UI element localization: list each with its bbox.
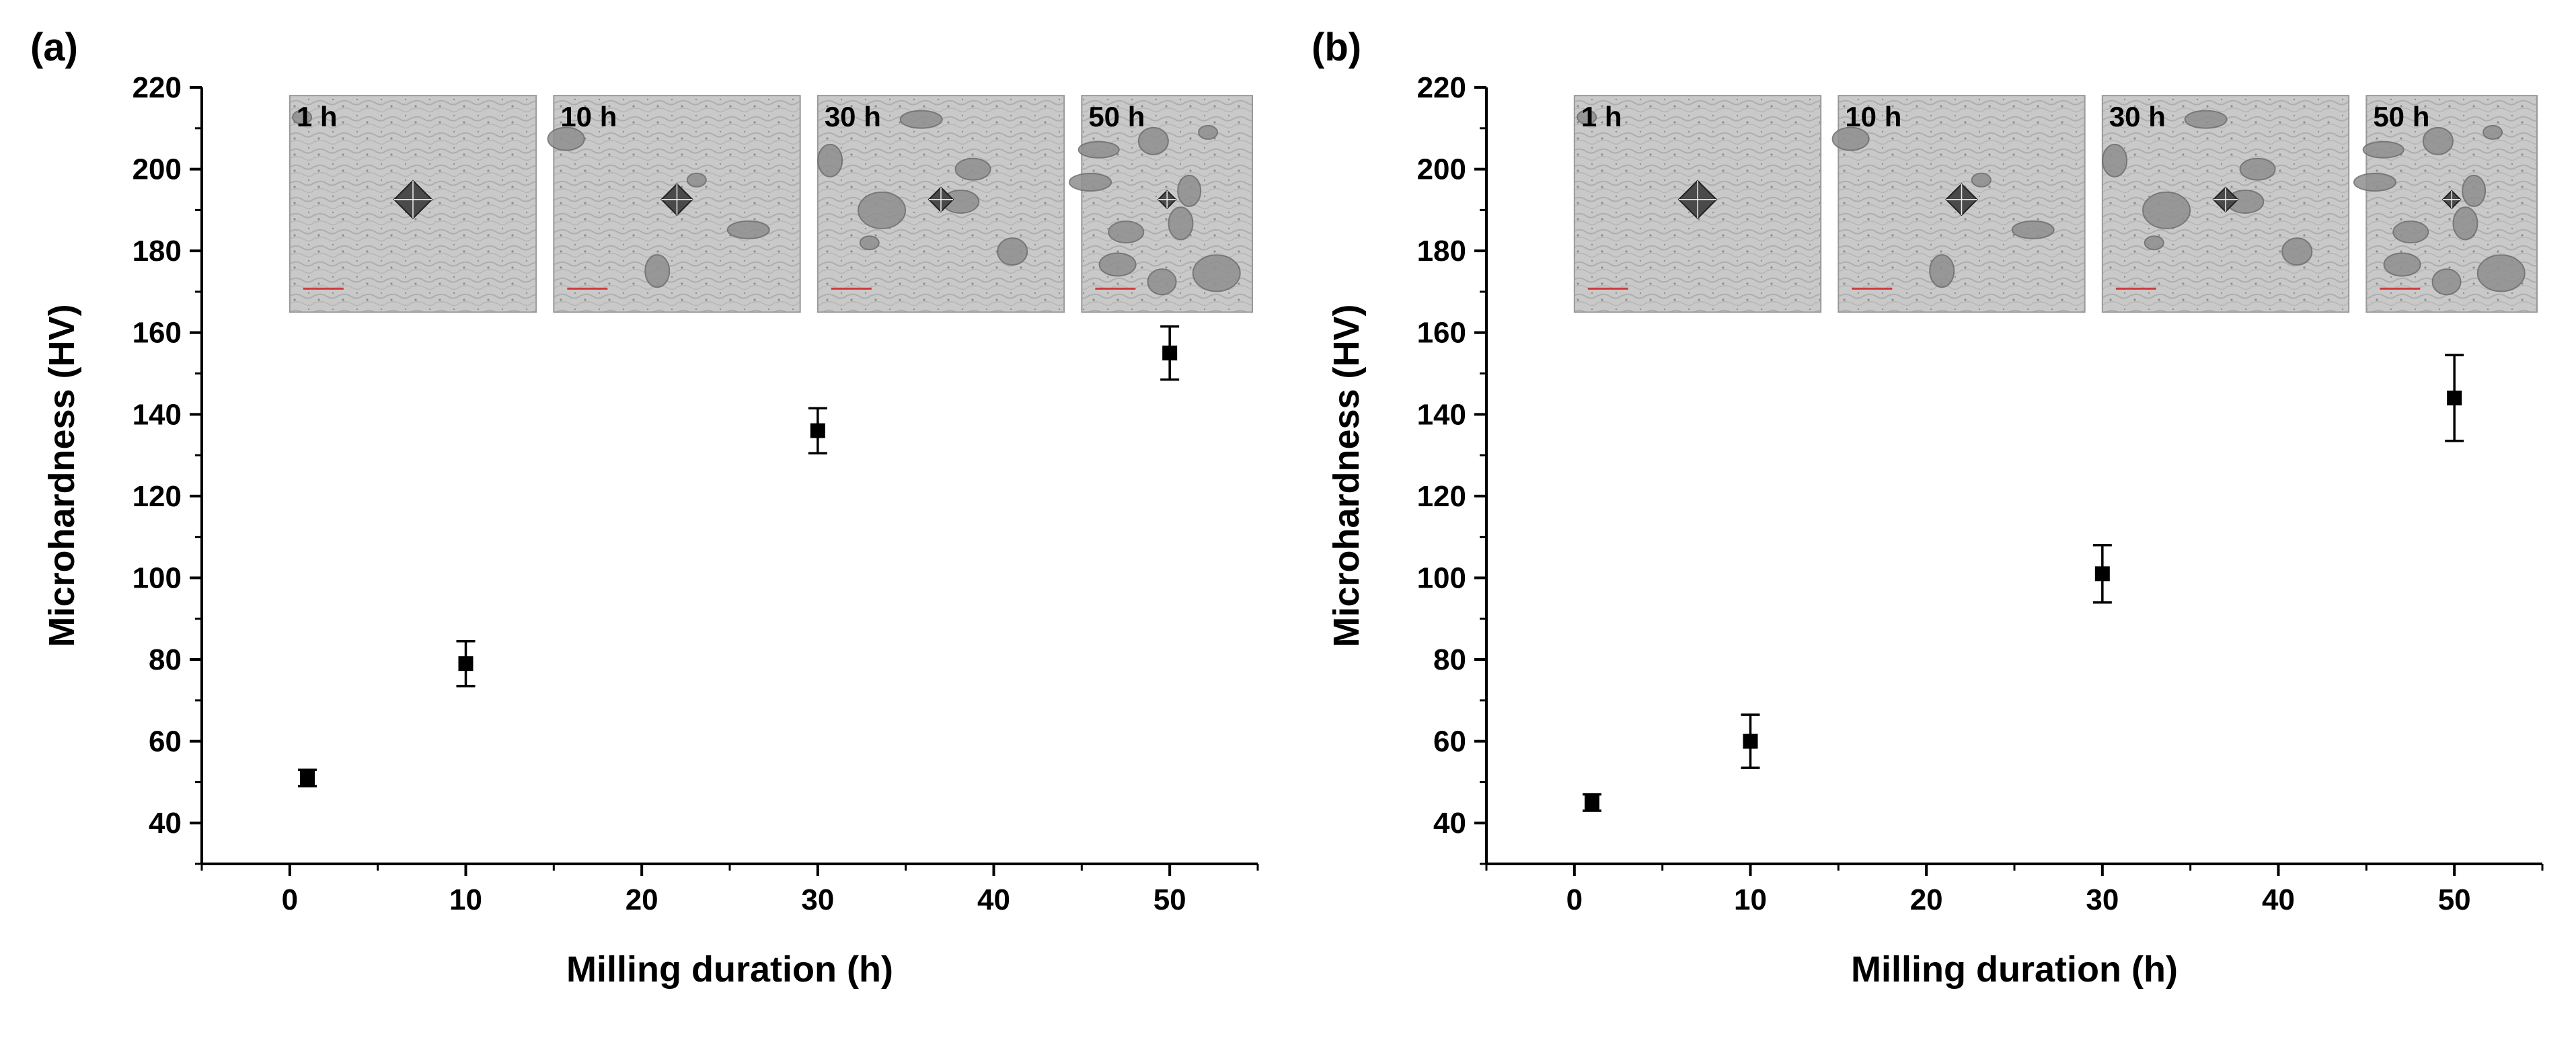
data-point — [810, 423, 825, 438]
inset-grain — [2422, 126, 2454, 155]
x-tick-label: 0 — [282, 883, 298, 916]
y-tick-label: 80 — [149, 643, 182, 676]
y-tick-label: 120 — [132, 480, 182, 513]
y-tick-label: 140 — [132, 398, 182, 431]
y-tick-label: 160 — [132, 317, 182, 350]
y-tick-label: 100 — [132, 561, 182, 594]
y-tick-label: 60 — [1433, 725, 1466, 758]
y-tick-label: 120 — [1417, 480, 1466, 513]
inset-grain — [2102, 143, 2128, 177]
inset-grain — [2184, 110, 2228, 129]
y-tick-label: 40 — [1433, 807, 1466, 840]
inset-grain — [1137, 126, 1169, 155]
inset-grain — [1147, 268, 1177, 296]
y-tick-label: 160 — [1417, 317, 1466, 350]
y-tick-label: 180 — [132, 235, 182, 268]
inset-grain — [2452, 206, 2478, 241]
inset-grain — [686, 172, 707, 188]
y-tick-label: 200 — [1417, 153, 1466, 186]
inset-label: 30 h — [825, 101, 881, 132]
y-tick-label: 200 — [132, 153, 182, 186]
inset-grain — [292, 110, 313, 125]
inset-grain — [1577, 110, 1597, 125]
y-tick-label: 220 — [1417, 71, 1466, 104]
inset-grain — [1108, 221, 1145, 244]
inset-grain — [2483, 124, 2503, 140]
inset-grain — [858, 191, 907, 229]
inset-grain — [2142, 191, 2191, 229]
inset-label: 50 h — [2373, 101, 2429, 132]
inset-grain — [1077, 141, 1120, 159]
y-tick-label: 40 — [149, 807, 182, 840]
inset-label: 10 h — [560, 101, 617, 132]
data-point — [1743, 733, 1758, 749]
inset-grain — [2392, 221, 2429, 244]
inset-grain — [2476, 254, 2526, 292]
data-point — [1585, 795, 1599, 810]
inset-grain — [2011, 220, 2055, 239]
inset-label: 1 h — [297, 101, 338, 132]
x-tick-label: 50 — [2438, 883, 2471, 916]
y-tick-label: 80 — [1433, 643, 1466, 676]
y-tick-label: 100 — [1417, 561, 1466, 594]
x-tick-label: 20 — [626, 883, 658, 916]
inset-grain — [899, 110, 943, 129]
y-tick-label: 140 — [1417, 398, 1466, 431]
inset-grain — [644, 254, 671, 288]
inset-grain — [547, 126, 585, 151]
x-axis-title: Milling duration (h) — [566, 949, 893, 990]
data-point — [2094, 566, 2110, 582]
data-point — [458, 656, 473, 672]
data-point — [300, 770, 315, 786]
inset-label: 50 h — [1088, 101, 1145, 132]
inset-grain — [1168, 206, 1194, 241]
x-tick-label: 40 — [2262, 883, 2295, 916]
y-tick-label: 60 — [149, 725, 182, 758]
y-tick-label: 180 — [1417, 235, 1466, 268]
inset-grain — [1192, 254, 1241, 292]
x-tick-label: 20 — [1910, 883, 1943, 916]
inset-grain — [1177, 174, 1202, 207]
inset-grain — [1098, 252, 1137, 277]
inset-grain — [2462, 174, 2487, 207]
inset-grain — [2239, 157, 2276, 181]
x-axis-title: Milling duration (h) — [1851, 949, 2178, 990]
y-axis-title: Microhardness (HV) — [1326, 304, 1367, 647]
inset-grain — [2383, 252, 2421, 277]
inset-grain — [1831, 126, 1870, 151]
x-tick-label: 10 — [449, 883, 482, 916]
inset-grain — [817, 143, 843, 177]
inset-grain — [859, 235, 880, 251]
data-point — [2447, 391, 2462, 405]
x-tick-label: 30 — [2086, 883, 2119, 916]
panel-label: (b) — [1312, 26, 1361, 69]
inset-grain — [2353, 173, 2397, 192]
data-point — [1162, 346, 1178, 361]
inset-grain — [954, 157, 991, 181]
inset-grain — [1929, 254, 1955, 288]
inset-grain — [1198, 124, 1219, 140]
x-tick-label: 40 — [977, 883, 1010, 916]
inset-grain — [2144, 235, 2164, 251]
x-tick-label: 50 — [1153, 883, 1186, 916]
inset-grain — [1069, 173, 1112, 192]
y-axis-title: Microhardness (HV) — [42, 304, 82, 647]
inset-label: 1 h — [1581, 101, 1622, 132]
inset-grain — [2431, 268, 2462, 296]
inset-grain — [1971, 172, 1992, 188]
y-tick-label: 220 — [132, 71, 182, 104]
inset-grain — [726, 220, 770, 239]
x-tick-label: 10 — [1734, 883, 1767, 916]
panel-label: (a) — [30, 26, 78, 69]
inset-label: 30 h — [2109, 101, 2166, 132]
x-tick-label: 0 — [1566, 883, 1583, 916]
x-tick-label: 30 — [801, 883, 834, 916]
inset-grain — [2362, 141, 2404, 159]
inset-grain — [2281, 237, 2313, 266]
inset-grain — [997, 237, 1028, 266]
inset-label: 10 h — [1845, 101, 1901, 132]
